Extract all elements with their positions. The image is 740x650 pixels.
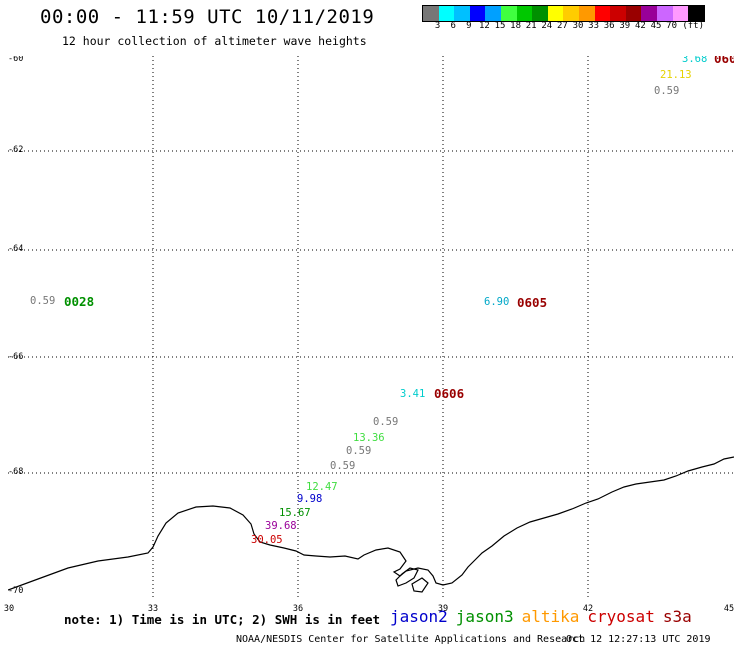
swh-value: 39.68 [265, 520, 297, 532]
colorbar-label: 24 [541, 21, 553, 31]
colorbar-label: 21 [525, 21, 537, 31]
lon-label: 30 [3, 604, 15, 614]
pass-time: 0606 [434, 386, 465, 401]
colorbar-label: 3 [434, 21, 441, 31]
swh-value: 0.59 [30, 295, 56, 307]
swh-value: 0.59 [654, 85, 680, 97]
colorbar-label: 42 [634, 21, 646, 31]
colorbar-label: 27 [556, 21, 568, 31]
lat-label: -62 [8, 145, 24, 155]
colorbar-swatch [454, 6, 470, 21]
colorbar-label: 18 [510, 21, 522, 31]
swh-value: 0.59 [373, 416, 399, 428]
colorbar-swatch [532, 6, 548, 21]
swh-value: 13.36 [353, 432, 385, 444]
legend-jason2: jason2 [390, 607, 448, 626]
swh-value: 0.59 [346, 445, 372, 457]
map-subtitle: 12 hour collection of altimeter wave hei… [62, 34, 367, 48]
colorbar-label: 33 [588, 21, 600, 31]
satellite-legend: jason2 jason3 altika cryosat s3a [390, 607, 700, 626]
colorbar-swatch [688, 6, 704, 21]
lon-label: 45 [723, 604, 735, 614]
map-title: 00:00 - 11:59 UTC 10/11/2019 [40, 6, 375, 28]
lon-label: 36 [292, 604, 304, 614]
colorbar-swatch [563, 6, 579, 21]
swh-value: 3.41 [400, 388, 426, 400]
colorbar-swatch [625, 6, 642, 21]
pass-time: 060 [714, 56, 734, 66]
legend-jason3: jason3 [455, 607, 514, 626]
colorbar-label: 6 [450, 21, 456, 31]
lat-label: -66 [8, 352, 24, 362]
colorbar-labels: 3 6 9 12 15 18 21 24 27 30 33 36 39 42 45 70 (ft) [422, 21, 740, 33]
swh-value: 15.67 [279, 507, 311, 519]
colorbar-swatch [578, 6, 595, 21]
credit-line: NOAA/NESDIS Center for Satellite Applica… [236, 634, 586, 645]
colorbar-swatch [500, 6, 517, 21]
lat-label: -68 [8, 467, 24, 477]
colorbar-label: 15 [494, 21, 506, 31]
footnote: note: 1) Time is in UTC; 2) SWH is in fe… [64, 612, 381, 627]
colorbar-swatch [672, 6, 689, 21]
pass-time: 0028 [64, 294, 95, 309]
swh-value: 30.05 [251, 534, 283, 546]
swh-value: 0.59 [330, 460, 356, 472]
swh-value: 21.13 [660, 69, 692, 81]
coastline [8, 456, 734, 591]
map-plot-area: -60 -62 -64 -66 -68 -70 3.68 21.13 0.59 … [8, 56, 734, 599]
colorbar-label: 39 [619, 21, 631, 31]
colorbar-swatch [469, 6, 486, 21]
generated-timestamp: Oct 12 12:27:13 UTC 2019 [566, 634, 711, 645]
colorbar-swatch [485, 6, 501, 21]
colorbar-label: (ft) [682, 21, 705, 31]
lat-label: -60 [8, 56, 24, 64]
lat-label: -64 [8, 244, 24, 254]
lon-label: 42 [582, 604, 594, 614]
colorbar-label: 70 [666, 21, 678, 31]
legend-s3a: s3a [662, 607, 692, 626]
colorbar-swatch [610, 6, 626, 21]
legend-altika: altika [521, 607, 580, 626]
swh-value: 12.47 [306, 481, 338, 493]
coastline-inlet [395, 567, 419, 587]
colorbar-label: 9 [466, 21, 472, 31]
colorbar-swatch [438, 6, 455, 21]
coastline-inlet-2 [411, 577, 429, 593]
colorbar-swatch [656, 6, 673, 21]
colorbar-label: 36 [603, 21, 615, 31]
map-canvas [8, 56, 734, 599]
swh-value: 9.98 [297, 493, 323, 505]
colorbar-label: 12 [478, 21, 490, 31]
gridlines [8, 56, 734, 599]
colorbar-swatch [516, 6, 533, 21]
lon-label: 33 [147, 604, 159, 614]
colorbar-swatch [641, 6, 657, 21]
colorbar-label: 45 [650, 21, 662, 31]
colorbar-label: 30 [572, 21, 584, 31]
pass-time: 0605 [517, 295, 548, 310]
colorbar-swatch [594, 6, 611, 21]
colorbar-swatch [423, 6, 439, 21]
colorbar-swatch [547, 6, 564, 21]
lon-label: 39 [437, 604, 449, 614]
legend-cryosat: cryosat [587, 607, 655, 626]
lat-label: -70 [8, 586, 24, 596]
swh-value: 3.68 [682, 56, 708, 65]
wave-height-colorbar [422, 5, 705, 22]
swh-value: 6.90 [484, 296, 510, 308]
